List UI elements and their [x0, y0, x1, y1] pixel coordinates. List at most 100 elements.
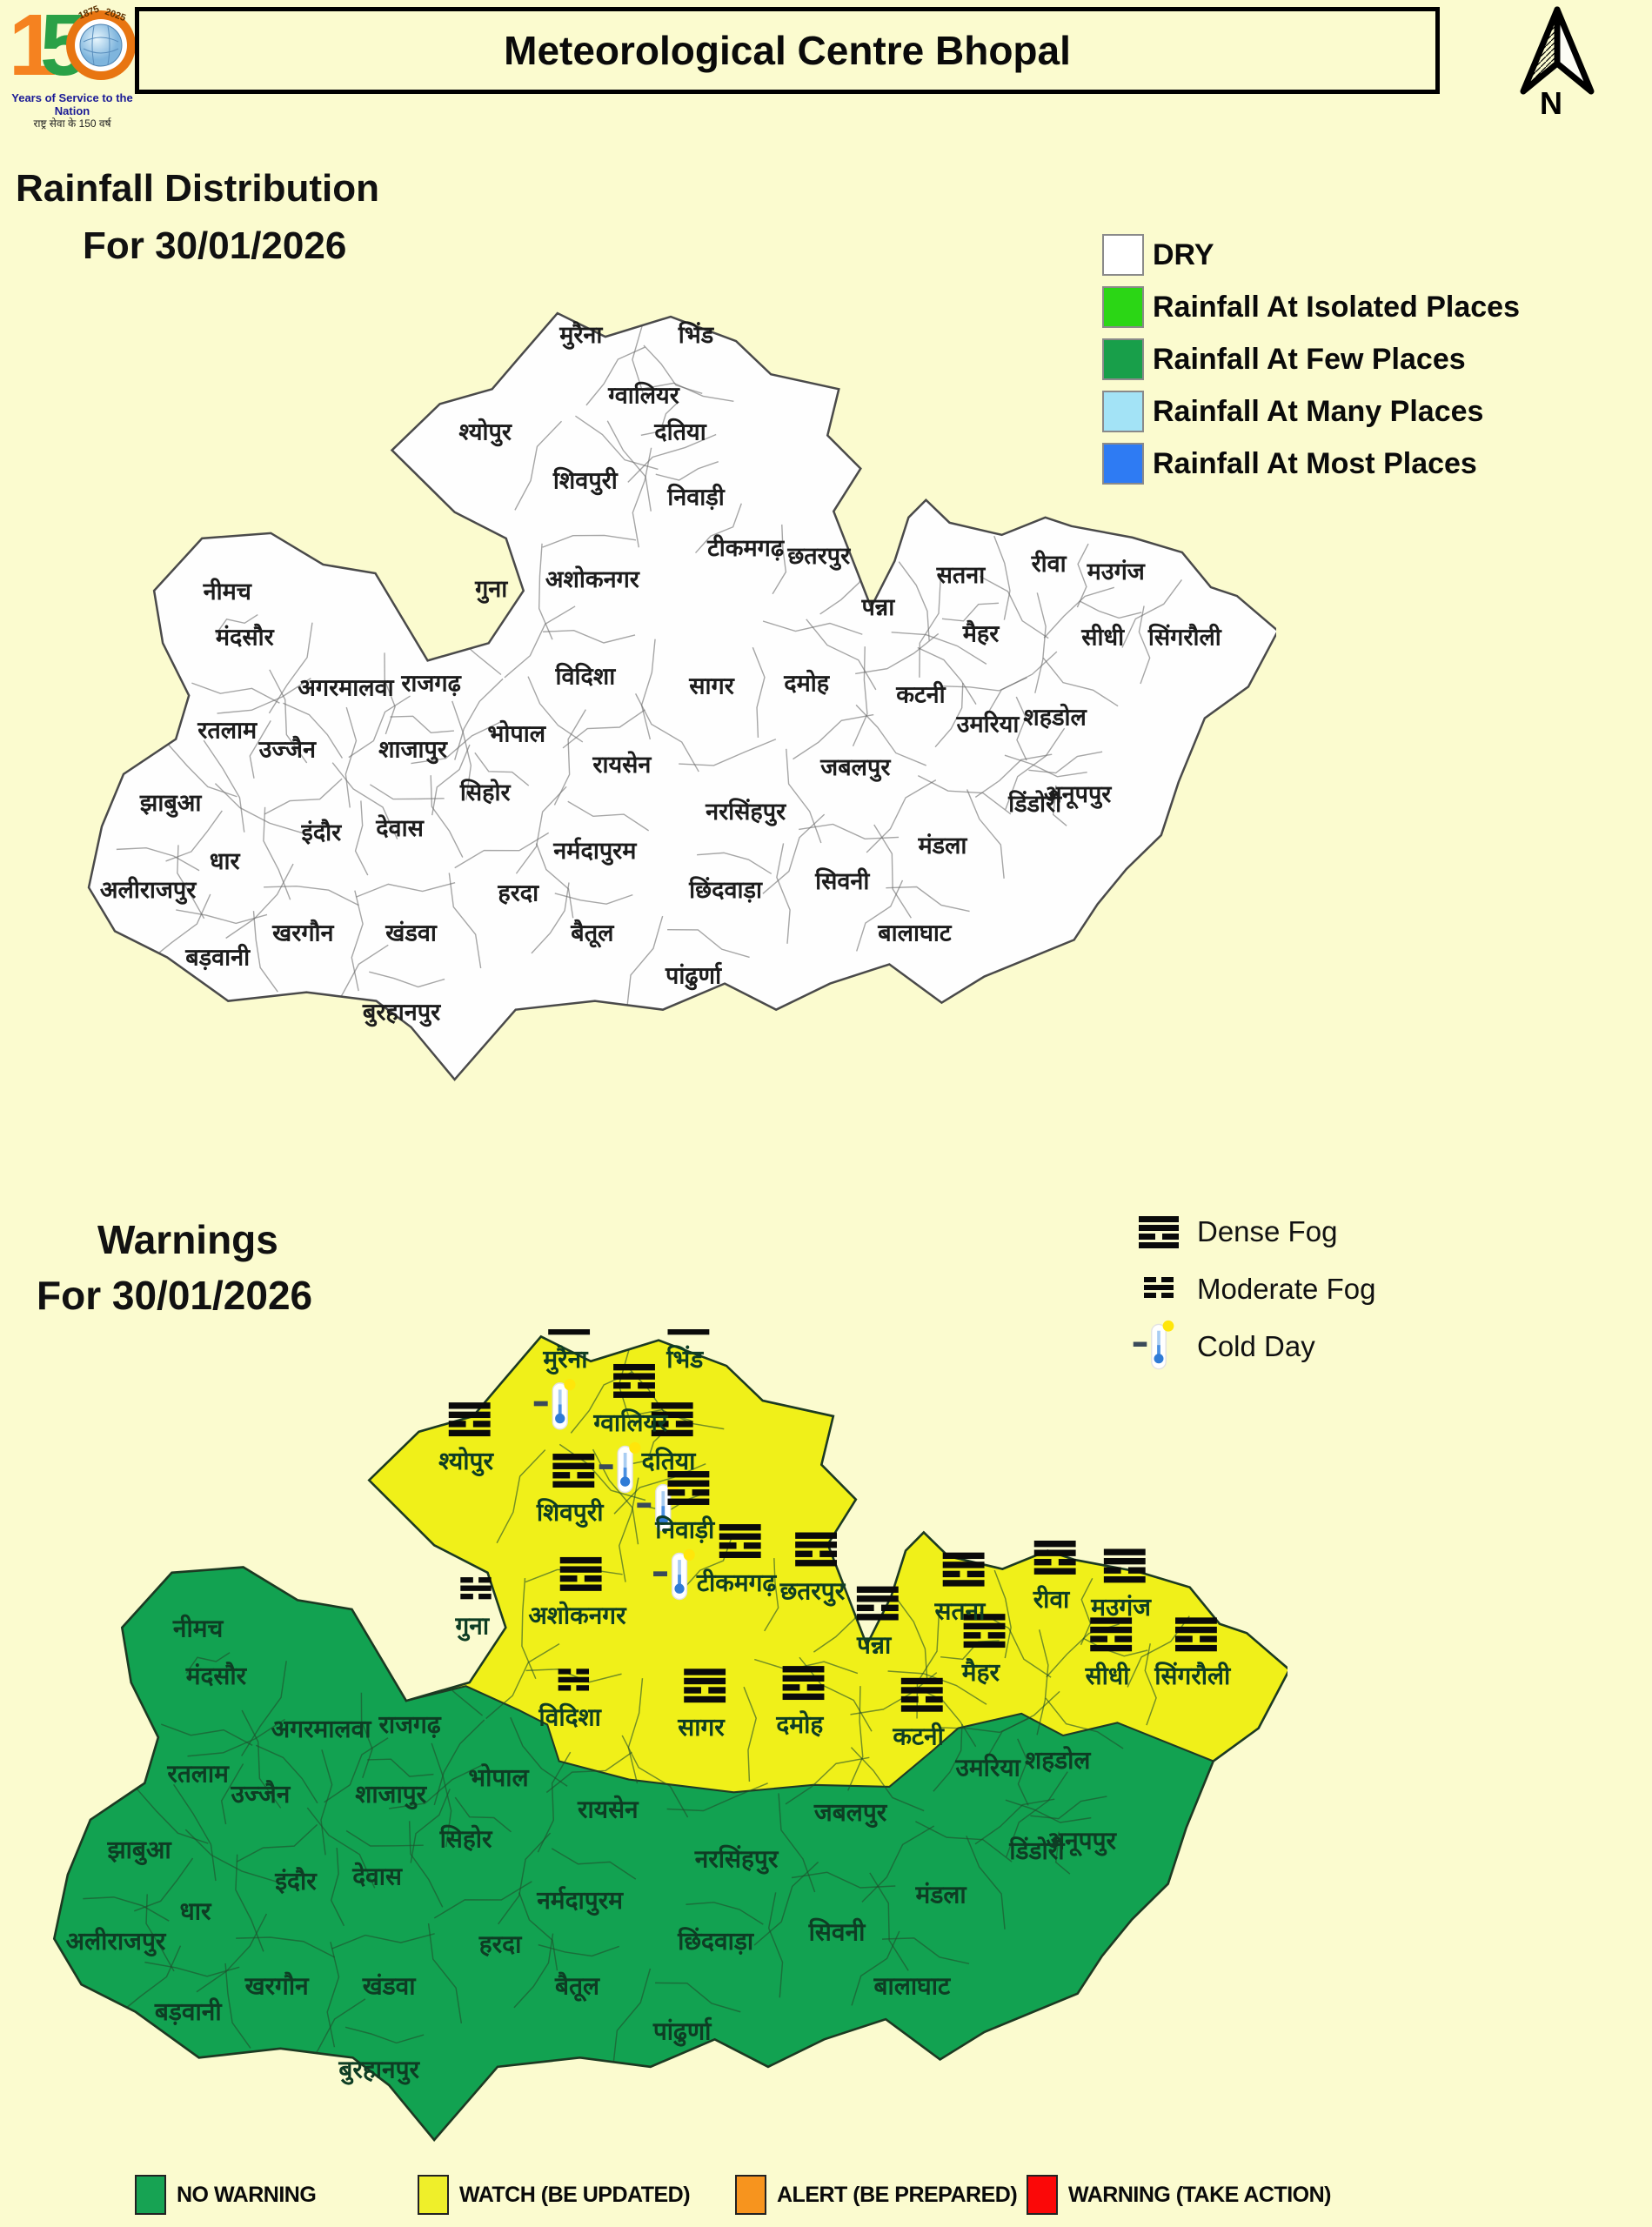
district-label: शाजापुर [378, 737, 448, 765]
warnings-map: श्योपुर मुरैना भिंड ग्वालियर दतिया शिवपुरी निव… [48, 1329, 1287, 2157]
district-label: ग्वालियर [592, 1408, 668, 1437]
district-label: मउगंज [1090, 1593, 1152, 1622]
rainfall-title-line2: For 30/01/2026 [83, 224, 347, 267]
district-label: खंडवा [362, 1972, 418, 2001]
district-label: विदिशा [538, 1702, 602, 1731]
district-label: हरदा [497, 879, 539, 906]
district-label: सागर [688, 672, 734, 699]
dense-fog-icon [548, 1329, 591, 1335]
district-label: उज्जैन [258, 736, 317, 764]
svg-text:N: N [1540, 85, 1562, 117]
district-label: अनूपपुर [1044, 781, 1112, 810]
rainfall-legend-swatch [1102, 338, 1144, 380]
district-label: रीवा [1033, 1585, 1071, 1614]
district-label: झाबुआ [106, 1836, 171, 1866]
dense-fog-icon [559, 1556, 602, 1591]
district-label: टीकमगढ़ [706, 534, 786, 562]
dense-fog-icon [942, 1552, 985, 1587]
district-label: राजगढ़ [400, 670, 462, 697]
district-label: सिवनी [808, 1918, 866, 1947]
logo-caption-en: Years of Service to the Nation [11, 91, 133, 117]
rainfall-distribution-map: श्योपुर मुरैना भिंड ग्वालियर दतिया शिवपुरी निव… [83, 306, 1276, 1096]
warnings-legend-item: Cold Day [1131, 1320, 1375, 1370]
district-label: निवाड़ी [654, 1515, 716, 1544]
district-label: धार [180, 1896, 212, 1925]
rainfall-legend-label: Rainfall At Few Places [1153, 342, 1466, 376]
warning-scale-item: WARNING (TAKE ACTION) [1027, 2175, 1331, 2215]
district-label: बैतूल [554, 1972, 601, 2003]
district-label: शिवपुरी [552, 467, 619, 496]
warnings-legend-label: Moderate Fog [1197, 1273, 1376, 1305]
district-label: मंडला [915, 1880, 968, 1909]
district-label: सीधी [1080, 623, 1125, 651]
district-label: बड़वानी [154, 1997, 223, 2026]
rainfall-legend-item: Rainfall At Isolated Places [1102, 285, 1520, 329]
rainfall-legend-swatch [1102, 286, 1144, 328]
district-label: भिंड [665, 1345, 704, 1374]
district-label: नीमच [203, 578, 253, 605]
district-label: सागर [677, 1713, 726, 1742]
dense-fog-icon [667, 1471, 710, 1505]
dense-fog-icon [684, 1669, 726, 1703]
district-label: सिवनी [814, 867, 870, 895]
district-label: छतरपुर [779, 1576, 846, 1607]
dense-fog-icon [1090, 1617, 1133, 1652]
warning-scale-label: WATCH (BE UPDATED) [459, 2182, 691, 2207]
district-label: पन्ना [856, 1630, 893, 1659]
imd-150-logo-graphic: 1 5 1875 2025 [9, 0, 136, 94]
district-label: अनूपपुर [1047, 1826, 1118, 1856]
district-label: ग्वालियर [607, 381, 680, 409]
rainfall-title-line1: Rainfall Distribution [16, 167, 379, 210]
cold-day-icon [653, 1548, 695, 1601]
rainfall-legend: DRY Rainfall At Isolated Places Rainfall A… [1102, 233, 1520, 494]
district-label: उज्जैन [231, 1780, 291, 1809]
district-label: मंडला [917, 833, 967, 859]
district-label: मंदसौर [215, 623, 275, 651]
district-borders [116, 313, 1183, 1023]
district-label: नरसिंहपुर [694, 1844, 779, 1875]
district-label: दतिया [653, 418, 706, 445]
district-label: उमरिया [956, 711, 1020, 739]
district-label: शहडोल [1023, 704, 1087, 732]
district-label: मंदसौर [185, 1662, 248, 1690]
district-label: देवास [375, 814, 425, 842]
district-label: नरसिंहपुर [705, 798, 786, 826]
district-label: गुना [454, 1611, 490, 1642]
district-label: अगरमालवा [271, 1715, 372, 1743]
warning-scale-legend: NO WARNING WATCH (BE UPDATED) ALERT (BE PR… [0, 2175, 1652, 2227]
district-label: झाबुआ [139, 790, 203, 818]
district-label: बुरहानपुर [338, 2055, 420, 2085]
district-label: रायसेन [592, 751, 652, 779]
district-label: पांढुर्णा [665, 962, 722, 991]
district-label: रतलाम [197, 718, 258, 745]
dense-fog-icon [1139, 1216, 1179, 1248]
district-label: मैहर [962, 619, 1000, 647]
district-label: धार [210, 848, 241, 875]
district-label: रीवा [1031, 550, 1067, 578]
district-label: अगरमालवा [298, 674, 394, 701]
dense-fog-icon [795, 1532, 838, 1567]
rainfall-legend-label: Rainfall At Isolated Places [1153, 290, 1520, 324]
district-label: इंदौर [274, 1867, 318, 1896]
warning-scale-swatch [1027, 2175, 1058, 2215]
moderate-fog-icon [1131, 1274, 1187, 1304]
district-label: बुरहानपुर [362, 1000, 441, 1027]
district-label: खरगौन [244, 1972, 310, 2001]
district-label: अलीराजपुर [66, 1927, 167, 1957]
dense-fog-icon [1131, 1213, 1187, 1251]
district-label: श्योपुर [438, 1447, 494, 1477]
district-label: शहडोल [1025, 1746, 1092, 1775]
rainfall-legend-item: DRY [1102, 233, 1520, 277]
district-label: बालाघाट [873, 1972, 952, 2001]
dense-fog-icon [856, 1586, 899, 1621]
dense-fog-icon [613, 1363, 655, 1398]
district-label: छिंदवाड़ा [677, 1927, 755, 1956]
district-label: भोपाल [468, 1763, 530, 1792]
district-label: डिंडोरी [1008, 1836, 1066, 1865]
rainfall-legend-label: DRY [1153, 237, 1214, 271]
rainfall-legend-swatch [1102, 234, 1144, 276]
district-label: भिंड [678, 321, 715, 349]
dense-fog-icon [651, 1402, 693, 1437]
rainfall-legend-label: Rainfall At Most Places [1153, 446, 1477, 480]
